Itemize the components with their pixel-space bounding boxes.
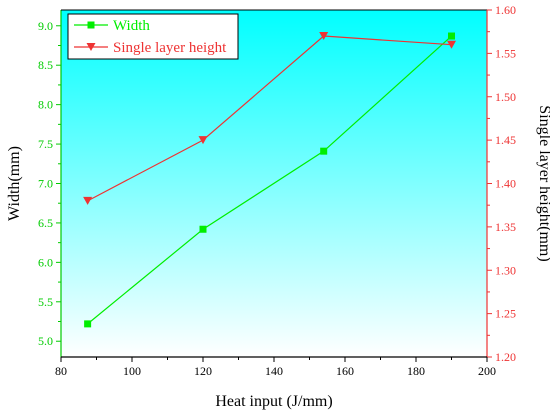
right-tick-label: 1.25 — [495, 307, 516, 321]
series-group — [83, 32, 456, 328]
x-tick-label: 120 — [194, 364, 212, 378]
series-line-single-layer-height — [87, 35, 452, 202]
right-y-axis-title: Single layer height(mm) — [536, 105, 550, 261]
right-tick-label: 1.40 — [495, 177, 516, 191]
left-y-axis: 5.0 5.5 6.0 6.5 7.0 7.5 8.0 8.5 9.0 — [38, 9, 487, 357]
width-data-point — [448, 32, 455, 40]
left-tick-label: 8.0 — [38, 98, 53, 112]
height-data-point — [447, 40, 456, 49]
series-line-width — [87, 35, 452, 325]
right-tick-label: 1.55 — [495, 46, 516, 60]
left-tick-label: 9.0 — [38, 19, 53, 33]
right-tick-label: 1.45 — [495, 133, 516, 147]
width-data-point — [84, 320, 92, 328]
left-y-axis-title: Width(mm) — [6, 146, 23, 221]
legend-label: Width — [113, 18, 150, 34]
width-data-point — [199, 225, 207, 233]
legend-label: Single layer height — [113, 40, 227, 56]
height-data-point — [319, 32, 329, 41]
x-tick-label: 100 — [123, 364, 141, 378]
left-tick-label: 8.5 — [38, 58, 53, 72]
width-data-point — [320, 147, 328, 155]
left-tick-label: 5.0 — [38, 334, 53, 348]
left-tick-label: 5.5 — [38, 295, 53, 309]
x-tick-label: 140 — [265, 364, 283, 378]
legend-box — [67, 13, 239, 60]
left-tick-label: 7.0 — [38, 177, 53, 191]
right-tick-label: 1.20 — [495, 350, 516, 364]
right-tick-label: 1.50 — [495, 90, 516, 104]
left-tick-label: 7.5 — [38, 137, 53, 151]
x-axis-title: Heat input (J/mm) — [215, 393, 332, 410]
left-tick-label: 6.5 — [38, 216, 53, 230]
right-y-axis: 1.20 1.25 1.30 1.35 1.40 1.45 1.50 1.55 1.60 — [486, 3, 516, 364]
x-tick-label: 160 — [336, 364, 354, 378]
right-tick-label: 1.60 — [495, 3, 516, 17]
height-data-point — [198, 136, 208, 145]
x-tick-label: 180 — [407, 364, 425, 378]
right-tick-label: 1.35 — [495, 220, 516, 234]
height-data-point — [83, 196, 93, 205]
legend-marker — [87, 21, 95, 29]
legend-marker — [86, 43, 96, 51]
x-tick-label: 200 — [478, 364, 496, 378]
legend: Width Single layer height — [67, 13, 239, 60]
left-tick-label: 6.0 — [38, 255, 53, 269]
x-tick-label: 80 — [55, 364, 67, 378]
x-axis: 80 100 120 140 160 180 200 — [55, 356, 496, 378]
right-tick-label: 1.30 — [495, 263, 516, 277]
